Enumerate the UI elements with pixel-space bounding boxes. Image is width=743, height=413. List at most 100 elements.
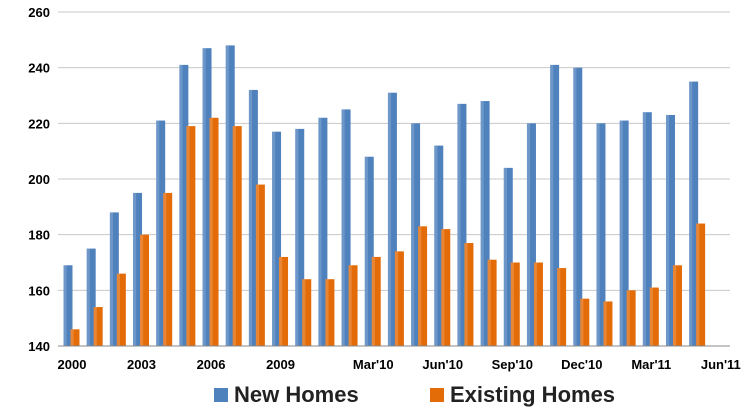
- bar-existing-homes: [510, 262, 520, 346]
- x-tick-label: 2009: [266, 357, 295, 372]
- bar-existing-homes: [116, 273, 126, 346]
- bar-existing-homes: [487, 259, 497, 346]
- bar-new-homes: [503, 167, 513, 346]
- bar-existing-homes: [186, 126, 196, 346]
- y-axis-ticks: 140 160 180 200 220 240 260: [28, 5, 50, 354]
- bar-highlight: [225, 45, 229, 347]
- x-axis-ticks: 2000 2003 2006 2009 Mar'10 Jun'10 Sep'10 Dec'10…: [58, 357, 741, 372]
- bar-rect: [272, 131, 282, 346]
- bar-new-homes: [457, 103, 467, 346]
- bar-highlight: [533, 262, 538, 346]
- bar-existing-homes: [140, 234, 150, 346]
- legend-label: New Homes: [234, 382, 359, 407]
- bar-rect: [533, 262, 543, 346]
- bar-highlight: [272, 131, 276, 346]
- legend: New Homes Existing Homes: [214, 382, 615, 407]
- bar-highlight: [116, 273, 120, 346]
- bar-rect: [186, 126, 196, 346]
- bar-rect: [302, 279, 312, 346]
- bar-rect: [418, 226, 428, 346]
- bar-new-homes: [225, 45, 235, 347]
- bar-rect: [325, 279, 335, 346]
- bar-rect: [248, 89, 258, 346]
- bar-highlight: [557, 268, 561, 346]
- x-tick-label: Jun'10: [422, 357, 463, 372]
- bar-rect: [603, 301, 613, 346]
- bar-existing-homes: [93, 307, 103, 346]
- bar-existing-homes: [325, 279, 335, 346]
- bar-new-homes: [387, 92, 397, 346]
- bar-new-homes: [526, 123, 536, 346]
- bar-new-homes: [550, 64, 560, 346]
- bar-rect: [550, 64, 560, 346]
- bar-new-homes: [411, 123, 421, 346]
- bar-existing-homes: [279, 256, 289, 346]
- y-tick-label: 140: [28, 339, 50, 354]
- bar-rect: [255, 184, 265, 346]
- bar-highlight: [209, 117, 213, 347]
- bar-rect: [348, 265, 358, 346]
- bar-highlight: [93, 307, 97, 346]
- bar-new-homes: [202, 48, 212, 346]
- bar-rect: [70, 329, 80, 346]
- bar-new-homes: [179, 64, 189, 346]
- y-tick-label: 220: [28, 116, 50, 131]
- bar-highlight: [573, 67, 577, 347]
- bar-highlight: [302, 279, 306, 346]
- bar-highlight: [86, 248, 90, 346]
- y-tick-label: 160: [28, 283, 50, 298]
- bar-highlight: [696, 223, 700, 346]
- bar-new-homes: [272, 131, 282, 346]
- bar-rect: [179, 64, 189, 346]
- bar-highlight: [202, 48, 206, 346]
- bar-highlight: [580, 298, 584, 346]
- bar-rect: [510, 262, 520, 346]
- bar-highlight: [295, 128, 299, 346]
- bar-existing-homes: [302, 279, 312, 346]
- bar-rect: [232, 126, 242, 346]
- x-tick-label: 2006: [197, 357, 226, 372]
- bar-existing-homes: [371, 256, 381, 346]
- bar-highlight: [689, 81, 693, 346]
- bar-highlight: [603, 301, 607, 346]
- bar-rect: [649, 287, 659, 346]
- bar-highlight: [318, 117, 322, 347]
- bar-rect: [63, 265, 73, 346]
- bar-rect: [526, 123, 536, 346]
- bar-rect: [434, 145, 444, 346]
- y-tick-label: 240: [28, 61, 50, 76]
- bar-existing-homes: [163, 192, 173, 346]
- bar-highlight: [619, 120, 623, 346]
- bar-rect: [364, 156, 374, 346]
- bar-highlight: [665, 114, 670, 346]
- bar-highlight: [642, 112, 646, 346]
- bar-new-homes: [318, 117, 328, 347]
- bar-rect: [411, 123, 421, 346]
- bar-highlight: [163, 192, 167, 346]
- bar-rect: [573, 67, 583, 347]
- bar-rect: [457, 103, 467, 346]
- bar-rect: [116, 273, 126, 346]
- bar-rect: [209, 117, 219, 347]
- bar-rect: [487, 259, 497, 346]
- bar-rect: [156, 120, 166, 346]
- bar-new-homes: [86, 248, 96, 346]
- bar-highlight: [394, 251, 399, 346]
- bar-highlight: [140, 234, 144, 346]
- bar-rect: [295, 128, 305, 346]
- bar-rect: [557, 268, 567, 346]
- bar-rect: [689, 81, 699, 346]
- bar-rect: [464, 243, 474, 346]
- bar-highlight: [348, 265, 352, 346]
- bar-rect: [394, 251, 404, 346]
- bar-rect: [580, 298, 590, 346]
- bar-existing-homes: [557, 268, 567, 346]
- bar-new-homes: [573, 67, 583, 347]
- bar-existing-homes: [394, 251, 404, 346]
- bar-highlight: [526, 123, 531, 346]
- bar-new-homes: [156, 120, 166, 346]
- y-tick-label: 200: [28, 172, 50, 187]
- legend-label: Existing Homes: [450, 382, 615, 407]
- bar-highlight: [649, 287, 653, 346]
- bar-highlight: [156, 120, 160, 346]
